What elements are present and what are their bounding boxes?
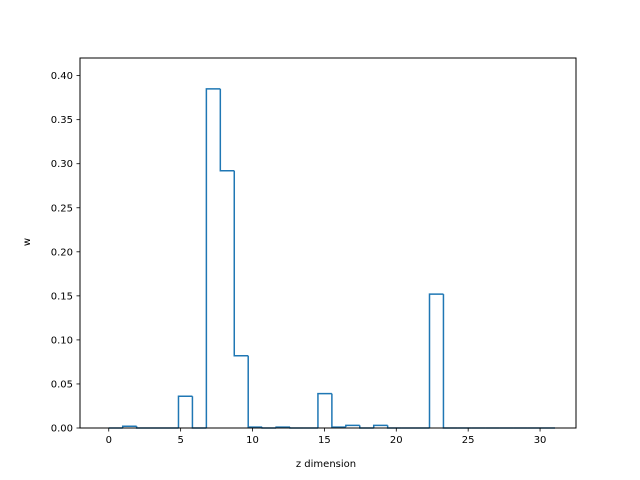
- x-tick-label: 30: [534, 435, 547, 446]
- histogram-bin: [219, 88, 235, 172]
- y-tick-label: 0.20: [51, 247, 73, 258]
- x-tick-label: 25: [462, 435, 475, 446]
- histogram-bin: [428, 293, 444, 428]
- x-tick-label: 5: [177, 435, 183, 446]
- x-axis: 0 5 10 15 20 25 30: [106, 428, 547, 446]
- histogram-bin: [317, 392, 332, 428]
- plot-frame: [79, 57, 577, 429]
- histogram-bin: [121, 425, 137, 428]
- y-tick-label: 0.00: [51, 424, 73, 435]
- x-tick-label: 20: [390, 435, 403, 446]
- histogram-bin: [247, 355, 263, 428]
- histogram-bin: [345, 424, 360, 428]
- x-tick-label: 15: [318, 435, 331, 446]
- histogram-bin: [331, 393, 346, 428]
- histogram-bin: [205, 88, 221, 428]
- y-tick-label: 0.25: [51, 203, 73, 214]
- y-tick-label: 0.15: [51, 291, 73, 302]
- y-tick-label: 0.05: [51, 379, 73, 390]
- y-tick-label: 0.10: [51, 335, 73, 346]
- y-tick-label: 0.30: [51, 159, 73, 170]
- x-tick-label: 10: [246, 435, 259, 446]
- histogram-bin: [372, 424, 388, 428]
- y-tick-label: 0.40: [51, 71, 73, 82]
- y-axis-title: w: [22, 238, 33, 246]
- histogram-bin: [177, 395, 193, 428]
- x-axis-title: z dimension: [296, 459, 356, 470]
- y-tick-label: 0.35: [51, 115, 73, 126]
- x-tick-label: 0: [106, 435, 112, 446]
- y-axis: 0.00 0.05 0.10 0.15 0.20 0.25 0.30 0.35 0.40: [51, 71, 80, 435]
- histogram-bin: [233, 170, 249, 357]
